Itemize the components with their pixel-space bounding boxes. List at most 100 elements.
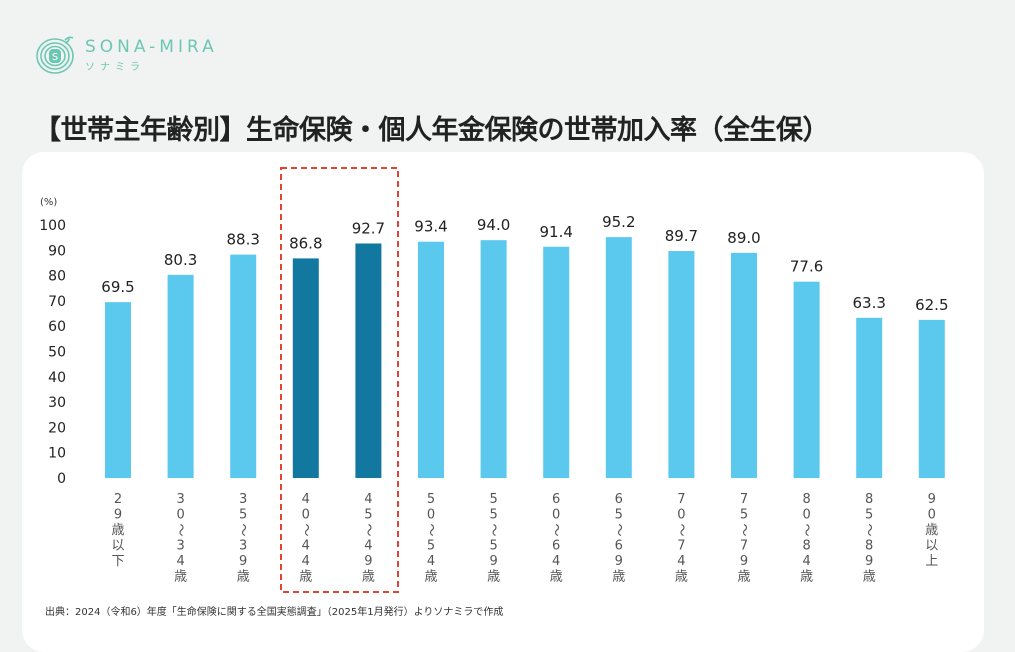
x-tick-label: 9 [740, 554, 748, 569]
x-tick-label: 6 [615, 539, 623, 554]
x-tick-label: 5 [489, 492, 497, 507]
x-tick-label: 〜 [673, 523, 688, 536]
x-tick-label: 2 [114, 492, 122, 507]
x-tick-label: 9 [114, 508, 122, 523]
x-tick-label: 歳 [612, 570, 625, 585]
x-tick-label: 8 [865, 539, 873, 554]
x-tick-label: 5 [427, 492, 435, 507]
x-tick-label: 0 [802, 508, 810, 523]
logo: S SONA-MIRA ソナミラ [35, 34, 218, 76]
x-tick-label: 8 [802, 539, 810, 554]
y-axis-unit: (%) [40, 197, 57, 208]
x-tick-label: 4 [427, 554, 435, 569]
data-label: 80.3 [164, 251, 197, 269]
x-tick-label: 9 [615, 554, 623, 569]
bar [418, 241, 444, 478]
x-tick-label: 4 [677, 554, 685, 569]
y-tick-label: 70 [48, 294, 66, 310]
x-tick-label: 歳 [487, 570, 500, 585]
x-tick-label: 8 [865, 492, 873, 507]
data-label: 69.5 [101, 278, 134, 296]
x-tick-label: 5 [489, 508, 497, 523]
x-tick-label: 歳 [111, 523, 124, 538]
data-label: 92.7 [352, 219, 385, 237]
x-tick-label: 上 [925, 554, 938, 569]
x-tick-label: 〜 [861, 523, 876, 536]
x-tick-label: 5 [615, 508, 623, 523]
bar [731, 252, 757, 478]
x-tick-label: 5 [364, 508, 372, 523]
x-tick-label: 4 [364, 492, 372, 507]
y-tick-label: 60 [48, 319, 66, 335]
x-tick-label: 歳 [174, 570, 187, 585]
x-tick-label: 9 [239, 554, 247, 569]
x-tick-label: 〜 [235, 523, 250, 536]
x-tick-label: 9 [928, 492, 936, 507]
x-tick-label: 6 [552, 539, 560, 554]
y-tick-label: 100 [39, 218, 66, 234]
x-tick-label: 0 [427, 508, 435, 523]
data-label: 95.2 [602, 213, 635, 231]
data-label: 89.7 [665, 227, 698, 245]
y-tick-label: 50 [48, 345, 66, 361]
y-tick-label: 30 [48, 395, 66, 411]
x-tick-label: 〜 [548, 523, 563, 536]
x-tick-label: 以 [111, 539, 124, 554]
x-tick-label: 5 [740, 508, 748, 523]
x-tick-label: 0 [552, 508, 560, 523]
x-tick-label: 7 [740, 539, 748, 554]
bar [355, 243, 382, 478]
x-tick-label: 5 [239, 508, 247, 523]
x-tick-label: 歳 [237, 570, 250, 585]
x-tick-label: 以 [925, 539, 938, 554]
x-tick-label: 歳 [362, 570, 375, 585]
x-tick-label: 歳 [299, 570, 312, 585]
x-tick-label: 〜 [736, 523, 751, 536]
x-tick-label: 〜 [799, 523, 814, 536]
data-label: 88.3 [226, 231, 259, 249]
y-tick-label: 10 [48, 446, 66, 462]
bar [856, 317, 883, 478]
x-tick-label: 4 [302, 492, 310, 507]
bar [793, 281, 820, 478]
x-tick-label: 7 [740, 492, 748, 507]
data-label: 77.6 [790, 258, 823, 276]
bar [918, 319, 945, 478]
y-tick-label: 0 [57, 471, 66, 487]
bar [668, 251, 695, 478]
logo-ring-icon: S [36, 36, 74, 74]
x-tick-label: 9 [364, 554, 372, 569]
x-tick-label: 3 [239, 492, 247, 507]
data-label: 94.0 [477, 216, 510, 234]
bar-chart: (%)010203040506070809010069.529歳以下80.330… [39, 167, 949, 593]
x-tick-label: 歳 [737, 570, 750, 585]
x-tick-label: 〜 [173, 523, 188, 536]
x-tick-label: 歳 [675, 570, 688, 585]
x-tick-label: 4 [176, 554, 184, 569]
x-tick-label: 歳 [925, 523, 938, 538]
x-tick-label: 5 [427, 539, 435, 554]
highlight-box [280, 167, 399, 593]
x-tick-label: 4 [552, 554, 560, 569]
x-tick-label: 9 [865, 554, 873, 569]
x-tick-label: 下 [111, 554, 124, 569]
y-tick-label: 40 [48, 370, 66, 386]
x-tick-label: 〜 [423, 523, 438, 536]
x-tick-label: 9 [489, 554, 497, 569]
x-tick-label: 3 [176, 539, 184, 554]
page-title: 【世帯主年齢別】生命保険・個人年金保険の世帯加入率（全生保） [34, 115, 830, 146]
data-label: 89.0 [727, 229, 760, 247]
x-tick-label: 〜 [486, 523, 501, 536]
x-tick-label: 0 [677, 508, 685, 523]
x-tick-label: 歳 [863, 570, 876, 585]
y-tick-label: 80 [48, 269, 66, 285]
x-tick-label: 0 [302, 508, 310, 523]
bar [230, 254, 257, 478]
logo-name-en: SONA-MIRA [85, 36, 218, 57]
x-tick-label: 〜 [611, 523, 626, 536]
x-tick-label: 6 [552, 492, 560, 507]
x-tick-label: 歳 [550, 570, 563, 585]
x-tick-label: 0 [176, 508, 184, 523]
data-label: 91.4 [539, 223, 572, 241]
x-tick-label: 3 [176, 492, 184, 507]
